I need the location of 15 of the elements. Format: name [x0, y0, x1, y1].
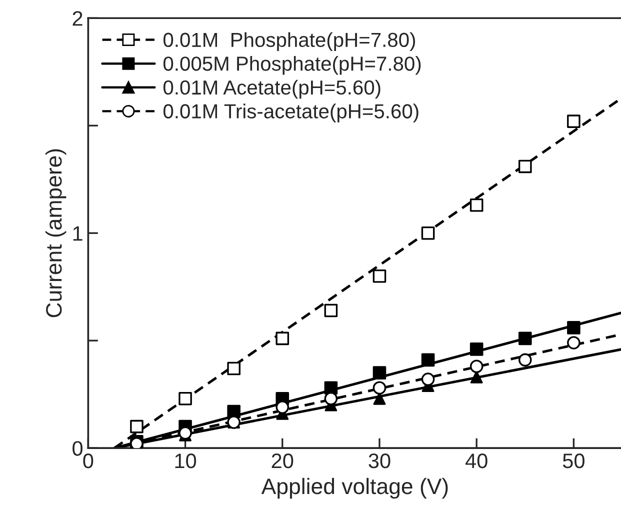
x-tick-label: 40	[465, 453, 488, 468]
x-axis-title: Applied voltage (V)	[261, 478, 448, 499]
y-tick-label: 0	[72, 441, 83, 456]
legend-label: 0.01M Tris-acetate(pH=5.60)	[163, 104, 418, 122]
x-tick-label: 10	[175, 453, 196, 468]
x-tick-label: 50	[562, 453, 584, 468]
x-tick-label: 20	[272, 453, 294, 468]
y-tick-label: 2	[72, 11, 82, 26]
legend-label: 0.005M Phosphate(pH=7.80)	[163, 56, 421, 75]
x-tick-label: 0	[83, 453, 94, 468]
x-tick-label: 30	[368, 453, 390, 468]
y-axis-title: Current (ampere)	[45, 149, 66, 318]
y-tick-label: 1	[73, 226, 82, 241]
legend-label: 0.01M Phosphate(pH=7.80)	[163, 32, 416, 51]
legend-label: 0.01M Acetate(pH=5.60)	[163, 80, 380, 99]
